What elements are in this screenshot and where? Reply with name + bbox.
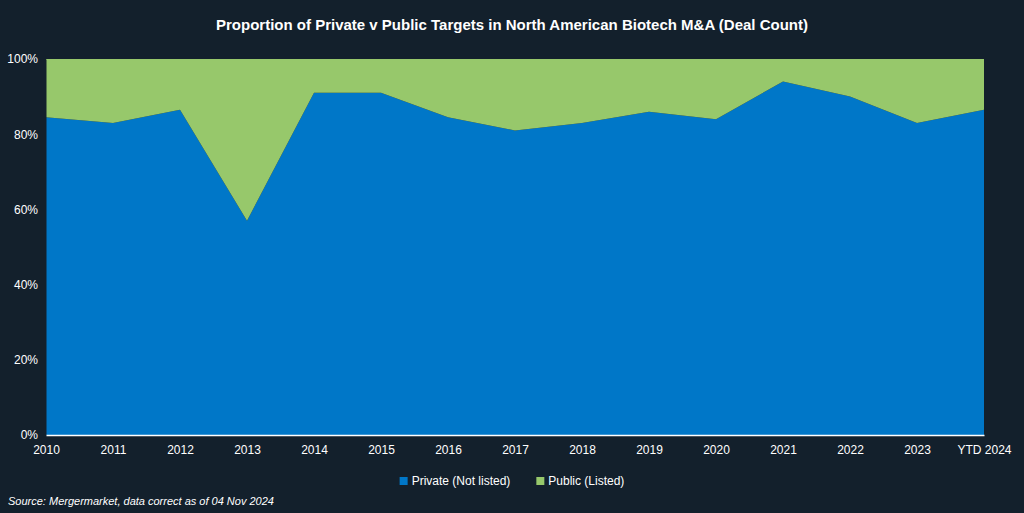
y-tick: 80% xyxy=(14,128,46,142)
legend-item: Private (Not listed) xyxy=(400,474,511,488)
y-tick-label: 40% xyxy=(14,278,38,292)
title: Proportion of Private v Public Targets i… xyxy=(216,16,808,33)
y-tick: 20% xyxy=(14,353,46,367)
x-tick: 2019 xyxy=(636,435,663,457)
x-tick-label: 2017 xyxy=(502,443,529,457)
area-series xyxy=(46,59,984,221)
y-tick: 100% xyxy=(7,52,46,66)
x-tick-label: 2020 xyxy=(703,443,730,457)
x-tick: YTD 2024 xyxy=(957,435,1011,457)
areas xyxy=(46,59,984,435)
x-tick-label: 2010 xyxy=(33,443,60,457)
y-tick-label: 100% xyxy=(7,52,38,66)
source-note: Source: Mergermarket, data correct as of… xyxy=(8,495,274,507)
area-series xyxy=(46,82,984,435)
y-tick-label: 20% xyxy=(14,353,38,367)
x-tick-label: YTD 2024 xyxy=(957,443,1011,457)
x-tick-label: 2011 xyxy=(101,443,127,457)
x-tick: 2018 xyxy=(569,435,596,457)
x-tick: 2020 xyxy=(703,435,730,457)
legend-label: Public (Listed) xyxy=(548,474,624,488)
x-tick: 2016 xyxy=(435,435,462,457)
x-tick-label: 2015 xyxy=(368,443,395,457)
x-tick: 2014 xyxy=(301,435,328,457)
x-tick: 2023 xyxy=(904,435,931,457)
x-tick-label: 2016 xyxy=(435,443,462,457)
x-axis: 2010 2011 2012 2013 2014 2015 2016 2017 2018 2019… xyxy=(33,435,1012,457)
background xyxy=(0,0,1024,513)
x-tick: 2017 xyxy=(502,435,529,457)
y-tick-label: 0% xyxy=(21,428,39,442)
x-axis-line xyxy=(47,435,985,437)
x-tick: 2012 xyxy=(167,435,194,457)
legend-swatch xyxy=(400,477,408,485)
x-tick-label: 2022 xyxy=(837,443,864,457)
y-tick: 40% xyxy=(14,278,46,292)
x-tick-label: 2014 xyxy=(301,443,328,457)
x-tick: 2021 xyxy=(770,435,797,457)
chart: Proportion of Private v Public Targets i… xyxy=(0,0,1024,513)
y-tick-label: 60% xyxy=(14,203,38,217)
x-tick-label: 2013 xyxy=(234,443,261,457)
y-tick: 0% xyxy=(21,428,46,442)
x-tick: 2010 xyxy=(33,435,60,457)
x-tick: 2015 xyxy=(368,435,395,457)
x-tick-label: 2018 xyxy=(569,443,596,457)
x-tick: 2013 xyxy=(234,435,261,457)
x-tick-label: 2019 xyxy=(636,443,663,457)
legend: Private (Not listed) Public (Listed) xyxy=(400,474,625,488)
y-axis: 0% 20% 40% 60% 80% 100% xyxy=(7,52,46,442)
y-axis-line xyxy=(46,60,47,436)
y-tick-label: 80% xyxy=(14,128,38,142)
legend-label: Private (Not listed) xyxy=(412,474,511,488)
legend-item: Public (Listed) xyxy=(536,474,624,488)
legend-swatch xyxy=(536,477,544,485)
x-tick-label: 2012 xyxy=(167,443,194,457)
x-tick: 2011 xyxy=(101,435,127,457)
x-tick: 2022 xyxy=(837,435,864,457)
x-tick-label: 2021 xyxy=(770,443,797,457)
y-tick: 60% xyxy=(14,203,46,217)
x-tick-label: 2023 xyxy=(904,443,931,457)
